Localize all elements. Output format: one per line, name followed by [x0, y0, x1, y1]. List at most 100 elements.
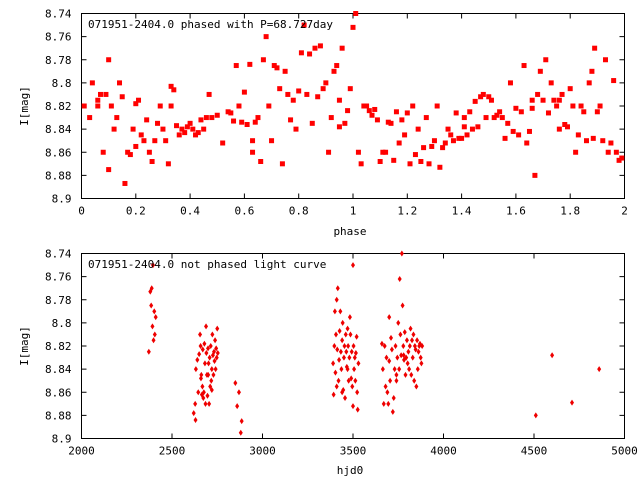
data-point [125, 149, 131, 155]
data-point [420, 343, 425, 349]
data-point [220, 140, 226, 146]
data-point [358, 161, 364, 167]
data-point [193, 132, 199, 138]
data-point [347, 314, 352, 321]
data-point [340, 389, 345, 396]
data-point [350, 383, 355, 390]
data-point [336, 124, 342, 130]
data-point [209, 366, 214, 373]
chart-title: 071951-2404.0 not phased light curve [88, 258, 326, 271]
data-point [331, 360, 336, 367]
data-point [535, 91, 541, 97]
data-point [507, 80, 513, 86]
data-point [559, 91, 565, 97]
data-point [236, 103, 242, 109]
data-point [122, 180, 128, 186]
data-point [351, 262, 355, 269]
y-tick-label: 8.82 [45, 100, 72, 113]
data-point [429, 143, 435, 149]
data-point [381, 400, 386, 407]
data-point [594, 109, 600, 115]
data-point [195, 356, 200, 363]
data-point [502, 135, 508, 141]
data-point [193, 400, 198, 407]
data-point [207, 400, 212, 407]
data-point [344, 348, 349, 355]
data-point [345, 366, 350, 373]
data-point [340, 319, 345, 326]
data-point [231, 118, 237, 124]
y-tick-label: 8.86 [45, 386, 72, 399]
data-point [352, 354, 357, 361]
x-tick-label: 3000 [249, 445, 276, 458]
data-point [343, 395, 348, 402]
data-point [384, 354, 389, 361]
data-point [332, 308, 337, 315]
data-point [350, 24, 356, 30]
data-points [81, 11, 625, 186]
data-point [537, 68, 543, 74]
data-point [342, 120, 348, 126]
data-point [228, 110, 234, 116]
data-point [339, 366, 344, 373]
data-point [400, 302, 405, 309]
data-point [415, 366, 420, 373]
y-tick-labels: 8.74 8.76 8.78 8.8 8.82 8.84 8.86 8.88 8.9 [45, 8, 625, 206]
data-point [326, 149, 332, 155]
data-point [334, 63, 340, 69]
data-point [269, 138, 275, 144]
data-point [182, 130, 188, 136]
data-point [206, 345, 211, 352]
x-tick-label: 4000 [430, 445, 457, 458]
data-point [554, 103, 560, 109]
data-point [611, 78, 617, 84]
data-point [505, 120, 511, 126]
data-point [605, 149, 611, 155]
data-point [437, 164, 443, 170]
data-point [389, 346, 394, 353]
data-point [396, 140, 402, 146]
data-point [214, 112, 220, 118]
data-point [333, 331, 338, 338]
data-point [488, 97, 494, 103]
data-point [390, 408, 395, 415]
data-point [339, 45, 345, 51]
data-point [513, 105, 519, 111]
data-point [608, 140, 614, 146]
data-point [331, 68, 337, 74]
data-point [434, 103, 440, 109]
data-point [407, 366, 412, 373]
y-tick-label: 8.82 [45, 340, 72, 353]
data-point [431, 138, 437, 144]
x-tick-label: 1.4 [452, 205, 472, 218]
data-point [266, 103, 272, 109]
data-point [345, 325, 350, 332]
data-point [209, 115, 215, 121]
data-point [387, 314, 392, 321]
data-point [323, 80, 329, 86]
data-point [138, 132, 144, 138]
data-point [117, 80, 123, 86]
data-point [241, 89, 247, 95]
data-point [406, 348, 411, 355]
data-point [233, 63, 239, 69]
data-point [346, 343, 351, 349]
data-point [334, 383, 339, 390]
x-tick-label: 2500 [159, 445, 186, 458]
data-point [233, 380, 238, 386]
data-point [152, 138, 158, 144]
data-point [144, 117, 150, 123]
data-point [204, 323, 209, 330]
data-point [575, 132, 581, 138]
data-point [209, 386, 214, 393]
chart-title: 071951-2404.0 phased with P=68.727day [88, 18, 333, 31]
data-point [328, 115, 334, 121]
data-point [334, 296, 339, 303]
data-point [494, 112, 500, 118]
data-point [215, 325, 220, 332]
x-tick-label: 1.6 [506, 205, 526, 218]
data-point [600, 138, 606, 144]
data-point [343, 331, 348, 338]
data-point [461, 115, 467, 121]
